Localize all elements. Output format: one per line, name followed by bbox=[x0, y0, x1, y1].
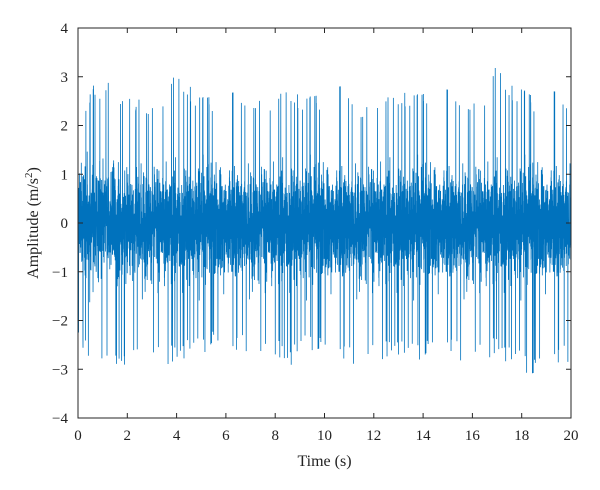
x-tick-label: 12 bbox=[366, 428, 381, 444]
signal-line bbox=[77, 67, 572, 374]
signal-series bbox=[77, 67, 572, 374]
y-tick-label: −1 bbox=[52, 265, 68, 281]
x-tick-label: 20 bbox=[564, 428, 579, 444]
y-tick-label: −4 bbox=[52, 411, 68, 427]
x-axis-title: Time (s) bbox=[297, 453, 351, 470]
x-tick-label: 8 bbox=[271, 428, 279, 444]
y-axis-title-tail: ) bbox=[25, 167, 42, 172]
y-tick-label: −3 bbox=[52, 362, 68, 378]
y-tick-label: 1 bbox=[61, 167, 69, 183]
x-tick-label: 0 bbox=[74, 428, 82, 444]
x-tick-label: 10 bbox=[317, 428, 332, 444]
x-tick-label: 4 bbox=[173, 428, 181, 444]
x-tick-label: 2 bbox=[124, 428, 132, 444]
y-axis-title: Amplitude (m/s2) bbox=[23, 167, 42, 279]
y-axis-title-superscript: 2 bbox=[23, 172, 35, 178]
x-tick-label: 18 bbox=[514, 428, 529, 444]
y-tick-label: 4 bbox=[61, 21, 69, 37]
x-tick-label: 6 bbox=[222, 428, 230, 444]
y-tick-label: 0 bbox=[61, 216, 69, 232]
y-tick-label: 2 bbox=[61, 119, 69, 135]
x-axis-ticks: 0 2 4 6 8 10 12 14 16 18 20 bbox=[74, 28, 579, 444]
y-axis-title-main: Amplitude (m/s bbox=[25, 178, 42, 279]
x-tick-label: 14 bbox=[416, 428, 432, 444]
y-tick-label: 3 bbox=[61, 70, 69, 86]
y-tick-label: −2 bbox=[52, 314, 68, 330]
y-axis-ticks: −4 −3 −2 −1 0 1 2 3 4 bbox=[52, 21, 571, 427]
x-tick-label: 16 bbox=[465, 428, 481, 444]
